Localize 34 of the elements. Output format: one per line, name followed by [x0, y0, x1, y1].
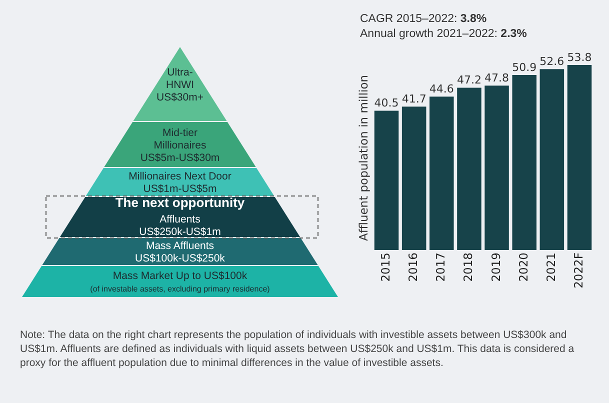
bar: [374, 110, 399, 250]
category-label: Mid-tier Millionaires US$5m-US$30m: [140, 126, 220, 164]
y-axis-title: Affluent population in million: [356, 74, 370, 242]
data-label: 52.6: [540, 55, 564, 68]
data-label: 50.9: [512, 60, 537, 74]
bar: [457, 88, 482, 250]
bar: [567, 65, 592, 250]
bar: [402, 106, 426, 250]
data-label: 47.2: [456, 74, 482, 87]
category-label: Millionaires Next Door US$1m-US$5m: [128, 170, 232, 195]
text: Note: The data on the right chart represents the population of individuals with investible assets between US$300k and US$1m. Affluents are defined as individuals with liquid assets between US$250k and US$1m. This data is considered a proxy for the affluent population due to minimal differences in the value of investible assets.: [20, 328, 576, 370]
data-label: 40.5: [374, 96, 399, 110]
x-tick-label: 2015: [378, 252, 393, 282]
bar: [512, 74, 536, 250]
x-tick-label: 2017: [434, 252, 448, 282]
category-label: The next opportunity Affluents US$250k-US$1m: [115, 194, 246, 238]
bar: [484, 86, 509, 250]
data-label: 53.8: [567, 51, 592, 64]
x-tick-label: 2022F: [571, 252, 586, 288]
x-tick-label: 2021: [544, 252, 558, 282]
bar: [540, 69, 564, 250]
x-tick-label: 2019: [488, 252, 503, 282]
category-label: Mass Affluents US$100k-US$250k: [135, 240, 226, 264]
category-label: Mass Market Up to US$100k (of investable assets, excluding primary residence): [90, 270, 270, 294]
data-label: 47.8: [484, 72, 510, 85]
data-label: 41.7: [402, 92, 426, 106]
x-tick-label: 2020: [516, 252, 530, 282]
data-label: 44.6: [429, 82, 454, 96]
text: CAGR 2015–2022: 3.8%: [360, 12, 488, 27]
category-label: Ultra- HNWI US$30m+: [156, 66, 204, 104]
x-tick-label: 2018: [461, 252, 476, 282]
bar: [430, 96, 454, 250]
x-tick-label: 2016: [406, 252, 420, 282]
text: Annual growth 2021–2022: 2.3%: [360, 27, 527, 42]
